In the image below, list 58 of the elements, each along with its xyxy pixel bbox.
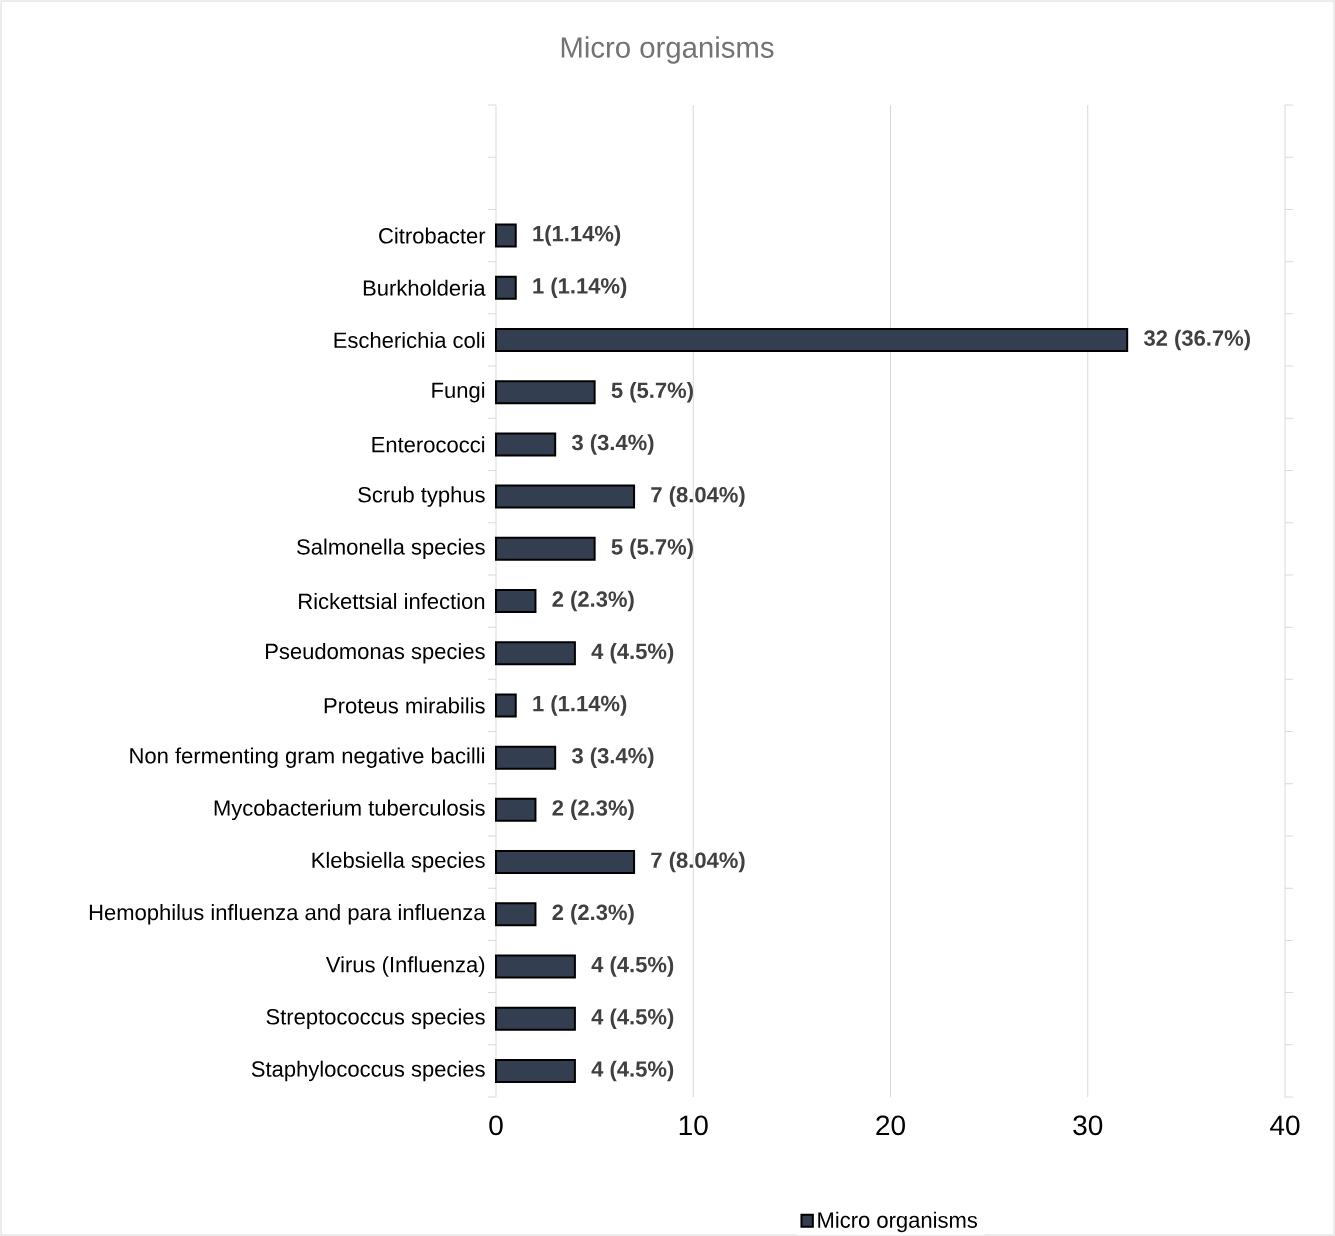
bar — [495, 693, 517, 718]
y-tick-label: Hemophilus influenza and para influenza — [89, 904, 486, 925]
data-label: 5 (5.7%) — [611, 538, 693, 560]
bar — [495, 536, 596, 561]
bar — [495, 327, 1129, 352]
legend-label: Micro organisms — [818, 1211, 978, 1233]
x-tick-label: 10 — [679, 1115, 708, 1136]
data-label: 5 (5.7%) — [611, 381, 693, 403]
y-tick-label: Salmonella species — [297, 538, 485, 560]
y-tick-label: Rickettsial infection — [299, 592, 485, 610]
bar — [495, 223, 517, 248]
chart-title: Micro organisms — [561, 36, 774, 64]
bar — [495, 432, 557, 457]
bar — [495, 380, 596, 405]
data-label: 3 (3.4%) — [571, 747, 654, 768]
data-label: 4 (4.5%) — [591, 1008, 674, 1029]
y-tick-label: Klebsiella species — [312, 851, 485, 873]
bar — [495, 589, 537, 614]
y-tick-label: Staphylococcus species — [251, 1060, 485, 1082]
bar — [495, 275, 517, 300]
bar — [495, 745, 557, 770]
data-label: 2 (2.3%) — [552, 904, 634, 925]
bar — [495, 1006, 576, 1031]
y-tick-label: Virus (Influenza) — [325, 956, 485, 977]
y-tick-label: Scrub typhus — [358, 486, 485, 507]
bar — [495, 902, 537, 927]
data-label: 1 (1.14%) — [533, 277, 627, 298]
y-tick-label: Burkholderia — [363, 279, 486, 296]
y-tick-label: Escherichia coli — [334, 331, 485, 349]
bar — [495, 1058, 576, 1083]
x-tick-label: 30 — [1073, 1115, 1103, 1136]
y-tick-label: Proteus mirabilis — [324, 697, 485, 714]
data-label: 2 (2.3%) — [552, 799, 634, 821]
y-tick-label: Mycobacterium tuberculosis — [214, 799, 485, 821]
data-label: 1(1.14%) — [533, 225, 621, 246]
bar — [495, 850, 636, 875]
x-tick-label: 20 — [876, 1115, 905, 1136]
data-label: 3 (3.4%) — [571, 434, 654, 455]
y-tick-label: Streptococcus species — [266, 1008, 485, 1029]
data-label: 32 (36.7%) — [1143, 329, 1250, 351]
bar — [495, 641, 576, 666]
data-label: 2 (2.3%) — [552, 590, 634, 612]
bar — [495, 954, 576, 979]
data-label: 4 (4.5%) — [591, 956, 674, 977]
data-label: 7 (8.04%) — [651, 486, 745, 507]
data-label: 4 (4.5%) — [591, 642, 674, 664]
y-tick-label: Citrobacter — [379, 227, 486, 244]
bar — [495, 797, 537, 822]
x-tick-label: 0 — [489, 1115, 503, 1136]
y-tick-label: Fungi — [432, 381, 485, 403]
y-tick-label: Pseudomonas species — [266, 642, 485, 664]
x-tick-label: 40 — [1270, 1115, 1300, 1136]
y-tick-label: Non fermenting gram negative bacilli — [130, 747, 485, 768]
bar — [495, 484, 636, 509]
data-label: 7 (8.04%) — [651, 851, 745, 873]
y-tick-label: Enterococci — [372, 436, 485, 453]
data-label: 4 (4.5%) — [591, 1060, 674, 1082]
data-label: 1 (1.14%) — [533, 695, 627, 716]
